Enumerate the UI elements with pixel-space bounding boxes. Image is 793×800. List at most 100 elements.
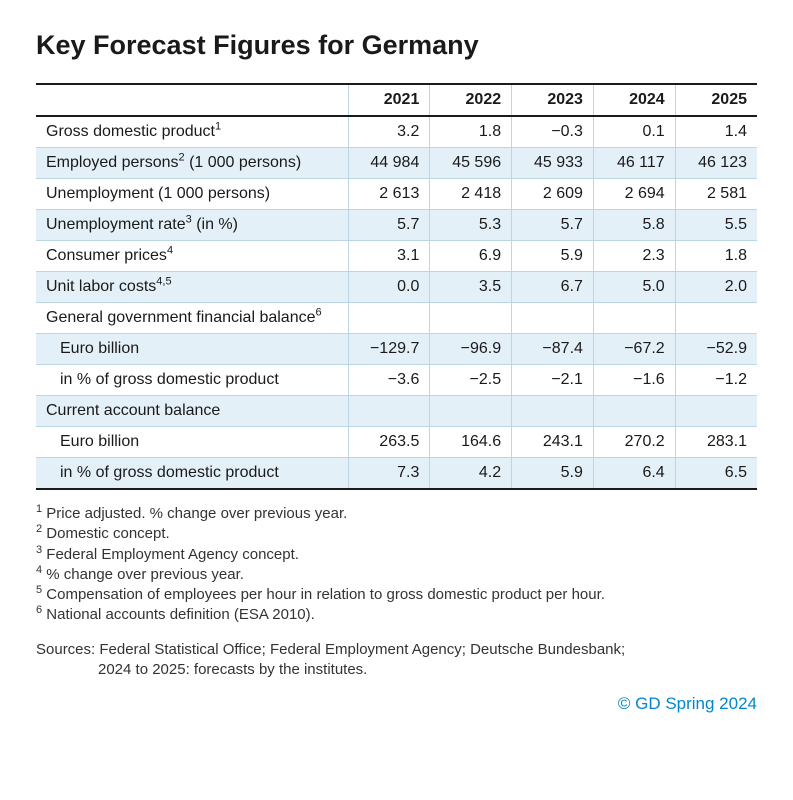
table-row: Current account balance: [36, 396, 757, 427]
cell-value: 7.3: [348, 458, 430, 490]
table-body: Gross domestic product13.21.8−0.30.11.4E…: [36, 116, 757, 489]
cell-value: −3.6: [348, 365, 430, 396]
header-year-2025: 2025: [675, 84, 757, 116]
cell-value: −1.2: [675, 365, 757, 396]
row-label: Current account balance: [36, 396, 348, 427]
table-header-row: 2021 2022 2023 2024 2025: [36, 84, 757, 116]
table-row: Unit labor costs4,50.03.56.75.02.0: [36, 272, 757, 303]
cell-value: 5.7: [512, 210, 594, 241]
cell-value: 243.1: [512, 427, 594, 458]
cell-value: [675, 396, 757, 427]
cell-value: 3.1: [348, 241, 430, 272]
cell-value: 2 581: [675, 179, 757, 210]
header-blank: [36, 84, 348, 116]
sources-line2: 2024 to 2025: forecasts by the institute…: [36, 660, 757, 680]
cell-value: −52.9: [675, 334, 757, 365]
cell-value: 5.3: [430, 210, 512, 241]
row-label: Unemployment (1 000 persons): [36, 179, 348, 210]
cell-value: −2.5: [430, 365, 512, 396]
sources-line1: Sources: Federal Statistical Office; Fed…: [36, 641, 625, 658]
cell-value: [348, 303, 430, 334]
cell-value: [430, 396, 512, 427]
copyright: © GD Spring 2024: [36, 694, 757, 714]
footnote-ref: 6: [316, 307, 322, 319]
row-label: in % of gross domestic product: [36, 365, 348, 396]
cell-value: 6.9: [430, 241, 512, 272]
cell-value: [593, 396, 675, 427]
footnote: 2 Domestic concept.: [36, 524, 757, 544]
cell-value: −96.9: [430, 334, 512, 365]
table-row: Gross domestic product13.21.8−0.30.11.4: [36, 116, 757, 148]
cell-value: 3.5: [430, 272, 512, 303]
cell-value: 5.9: [512, 241, 594, 272]
cell-value: 5.7: [348, 210, 430, 241]
cell-value: −87.4: [512, 334, 594, 365]
table-row: Unemployment rate3 (in %)5.75.35.75.85.5: [36, 210, 757, 241]
header-year-2021: 2021: [348, 84, 430, 116]
cell-value: 1.8: [430, 116, 512, 148]
row-label: Employed persons2 (1 000 persons): [36, 148, 348, 179]
cell-value: 45 596: [430, 148, 512, 179]
cell-value: −129.7: [348, 334, 430, 365]
row-label: Unit labor costs4,5: [36, 272, 348, 303]
header-year-2022: 2022: [430, 84, 512, 116]
cell-value: 2 694: [593, 179, 675, 210]
cell-value: 5.9: [512, 458, 594, 490]
footnote-ref: 1: [215, 121, 221, 133]
footnotes: 1 Price adjusted. % change over previous…: [36, 504, 757, 626]
cell-value: [593, 303, 675, 334]
cell-value: 5.0: [593, 272, 675, 303]
cell-value: 0.0: [348, 272, 430, 303]
page-title: Key Forecast Figures for Germany: [36, 30, 757, 61]
table-row: Unemployment (1 000 persons)2 6132 418 2 …: [36, 179, 757, 210]
footnote: 5 Compensation of employees per hour in …: [36, 585, 757, 605]
footnote: 1 Price adjusted. % change over previous…: [36, 504, 757, 524]
cell-value: −1.6: [593, 365, 675, 396]
cell-value: 44 984: [348, 148, 430, 179]
row-label: in % of gross domestic product: [36, 458, 348, 490]
table-row: General government financial balance6: [36, 303, 757, 334]
cell-value: [512, 396, 594, 427]
table-row: Euro billion−129.7−96.9−87.4−67.2−52.9: [36, 334, 757, 365]
cell-value: 6.7: [512, 272, 594, 303]
table-row: Euro billion263.5164.6243.1270.2283.1: [36, 427, 757, 458]
cell-value: 45 933: [512, 148, 594, 179]
row-label: Euro billion: [36, 427, 348, 458]
footnote: 3 Federal Employment Agency concept.: [36, 545, 757, 565]
cell-value: 2.0: [675, 272, 757, 303]
cell-value: 2 613: [348, 179, 430, 210]
cell-value: 46 117: [593, 148, 675, 179]
row-label: General government financial balance6: [36, 303, 348, 334]
sources: Sources: Federal Statistical Office; Fed…: [36, 640, 757, 681]
footnote-ref: 4: [167, 245, 173, 257]
forecast-table: 2021 2022 2023 2024 2025 Gross domestic …: [36, 83, 757, 490]
cell-value: 263.5: [348, 427, 430, 458]
cell-value: 283.1: [675, 427, 757, 458]
cell-value: 1.4: [675, 116, 757, 148]
cell-value: [348, 396, 430, 427]
table-row: Employed persons2 (1 000 persons)44 9844…: [36, 148, 757, 179]
footnote-ref: 4,5: [156, 276, 171, 288]
table-row: in % of gross domestic product−3.6−2.5−2…: [36, 365, 757, 396]
cell-value: 2 418: [430, 179, 512, 210]
header-year-2024: 2024: [593, 84, 675, 116]
cell-value: −0.3: [512, 116, 594, 148]
cell-value: 6.5: [675, 458, 757, 490]
cell-value: −2.1: [512, 365, 594, 396]
footnote: 6 National accounts definition (ESA 2010…: [36, 605, 757, 625]
row-label: Consumer prices4: [36, 241, 348, 272]
row-label: Gross domestic product1: [36, 116, 348, 148]
cell-value: 2.3: [593, 241, 675, 272]
cell-value: 46 123: [675, 148, 757, 179]
table-row: in % of gross domestic product7.34.25.96…: [36, 458, 757, 490]
footnote: 4 % change over previous year.: [36, 565, 757, 585]
row-label: Unemployment rate3 (in %): [36, 210, 348, 241]
cell-value: 0.1: [593, 116, 675, 148]
header-year-2023: 2023: [512, 84, 594, 116]
cell-value: −67.2: [593, 334, 675, 365]
cell-value: 3.2: [348, 116, 430, 148]
cell-value: 5.5: [675, 210, 757, 241]
table-row: Consumer prices43.16.95.92.31.8: [36, 241, 757, 272]
cell-value: 164.6: [430, 427, 512, 458]
cell-value: [675, 303, 757, 334]
